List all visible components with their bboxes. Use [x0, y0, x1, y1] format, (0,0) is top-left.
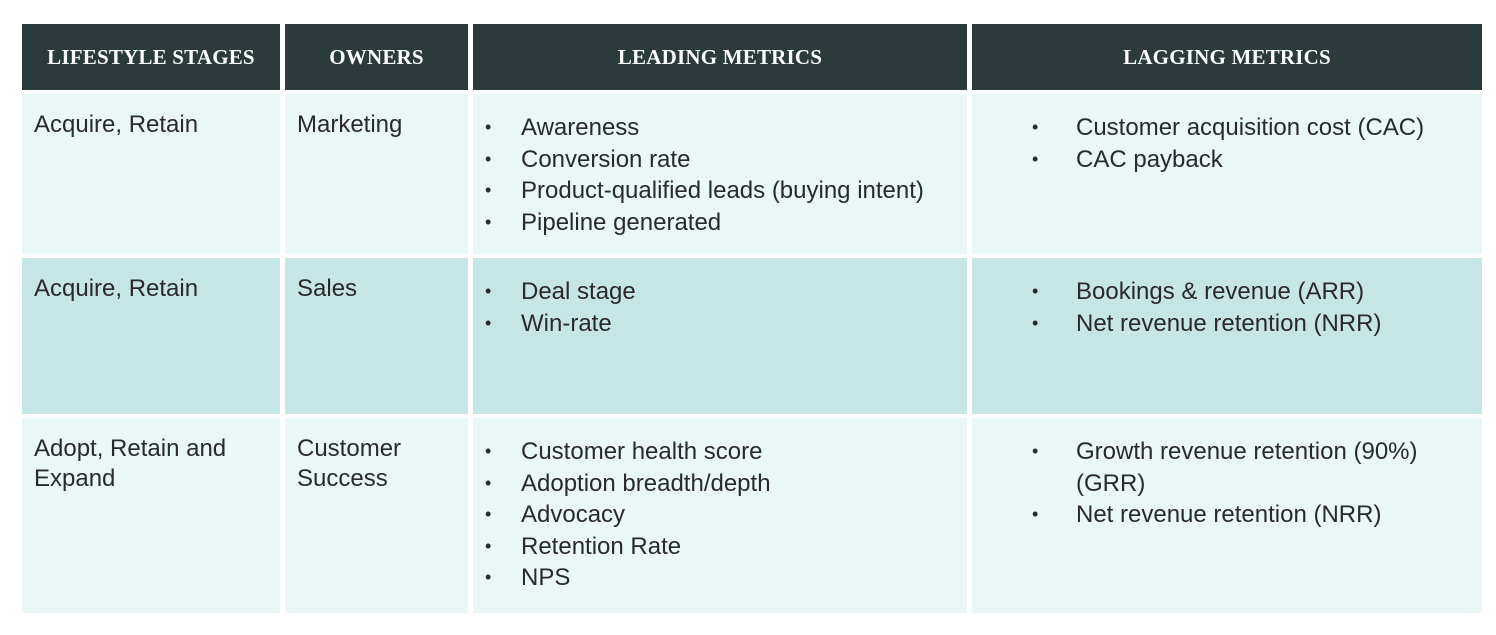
- cell-leading-row-2: • Deal stage • Win-rate: [473, 258, 967, 414]
- list-item: • Product-qualified leads (buying intent): [473, 175, 957, 207]
- leading-list-row-1: • Awareness • Conversion rate • Product-qua…: [473, 112, 957, 238]
- cell-leading-row-3: • Customer health score • Adoption breadth…: [473, 418, 967, 613]
- bullet-icon: •: [1032, 441, 1039, 461]
- header-lagging-metrics: LAGGING METRICS: [972, 24, 1482, 90]
- list-item: • NPS: [473, 562, 957, 594]
- bullet-icon: •: [1032, 504, 1039, 524]
- list-item: • Advocacy: [473, 499, 957, 531]
- list-item: • Adoption breadth/depth: [473, 468, 957, 500]
- header-owners: OWNERS: [285, 24, 468, 90]
- leading-list-row-3: • Customer health score • Adoption breadth…: [473, 436, 957, 594]
- list-item: • Net revenue retention (NRR): [972, 308, 1472, 340]
- bullet-icon: •: [485, 472, 492, 493]
- cell-lagging-row-2: • Bookings & revenue (ARR) • Net revenue r…: [972, 258, 1482, 414]
- cell-owner-row-1: Marketing: [285, 94, 468, 254]
- list-item: • Win-rate: [473, 308, 957, 340]
- lagging-list-row-2: • Bookings & revenue (ARR) • Net revenue r…: [972, 276, 1472, 339]
- list-item: • CAC payback: [972, 144, 1472, 176]
- bullet-icon: •: [485, 312, 492, 333]
- list-item: • Awareness: [473, 112, 957, 144]
- list-item: • Customer health score: [473, 436, 957, 468]
- bullet-icon: •: [485, 281, 492, 301]
- header-lifestyle-stages: LIFESTYLE STAGES: [22, 24, 280, 90]
- bullet-icon: •: [1032, 281, 1039, 301]
- bullet-icon: •: [485, 441, 492, 461]
- bullet-icon: •: [485, 117, 492, 137]
- cell-owner-row-2: Sales: [285, 258, 468, 414]
- cell-lagging-row-3: • Growth revenue retention (90%) (GRR) • N…: [972, 418, 1482, 613]
- list-item: • Conversion rate: [473, 144, 957, 176]
- leading-list-row-2: • Deal stage • Win-rate: [473, 276, 957, 339]
- list-item: • Retention Rate: [473, 531, 957, 563]
- bullet-icon: •: [1032, 148, 1039, 169]
- list-item: • Customer acquisition cost (CAC): [972, 112, 1472, 144]
- bullet-icon: •: [485, 148, 492, 169]
- cell-stage-row-3: Adopt, Retain and Expand: [22, 418, 280, 613]
- list-item: • Deal stage: [473, 276, 957, 308]
- cell-lagging-row-1: • Customer acquisition cost (CAC) • CAC pa…: [972, 94, 1482, 254]
- cell-owner-row-3: Customer Success: [285, 418, 468, 613]
- bullet-icon: •: [485, 535, 492, 556]
- bullet-icon: •: [485, 504, 492, 524]
- metrics-table: LIFESTYLE STAGES OWNERS LEADING METRICS …: [22, 24, 1482, 613]
- bullet-icon: •: [1032, 117, 1039, 137]
- cell-stage-row-1: Acquire, Retain: [22, 94, 280, 254]
- cell-stage-row-2: Acquire, Retain: [22, 258, 280, 414]
- list-item: • Bookings & revenue (ARR): [972, 276, 1472, 308]
- cell-leading-row-1: • Awareness • Conversion rate • Product-qua…: [473, 94, 967, 254]
- list-item: • Pipeline generated: [473, 207, 957, 239]
- bullet-icon: •: [485, 211, 492, 232]
- header-leading-metrics: LEADING METRICS: [473, 24, 967, 90]
- lagging-list-row-1: • Customer acquisition cost (CAC) • CAC pa…: [972, 112, 1472, 175]
- lagging-list-row-3: • Growth revenue retention (90%) (GRR) • N…: [972, 436, 1472, 531]
- list-item: • Growth revenue retention (90%) (GRR): [1032, 438, 1418, 497]
- bullet-icon: •: [485, 180, 492, 200]
- list-item: • Net revenue retention (NRR): [972, 499, 1472, 531]
- bullet-icon: •: [1032, 312, 1039, 333]
- bullet-icon: •: [485, 567, 492, 587]
